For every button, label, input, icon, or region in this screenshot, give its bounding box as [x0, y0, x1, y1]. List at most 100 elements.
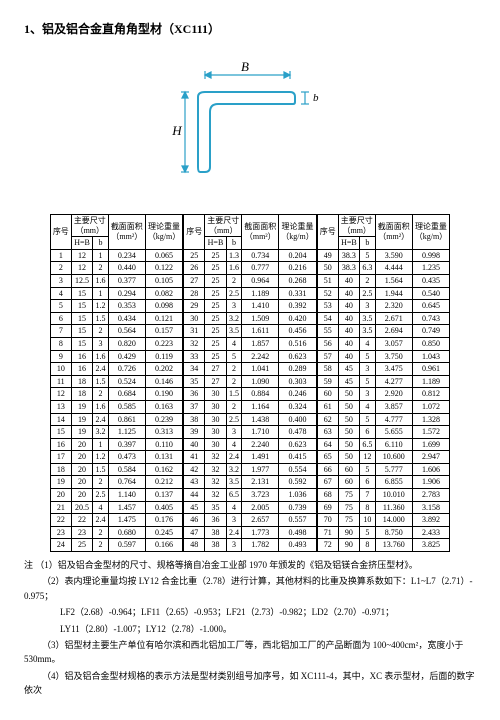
cell: 3.057 — [375, 337, 412, 350]
cell: 16 — [71, 363, 92, 376]
cell: 1.6 — [226, 262, 242, 275]
cell: 10.600 — [375, 451, 412, 464]
cell: 90 — [338, 526, 359, 539]
cell: 12 — [360, 451, 376, 464]
cell: 0.420 — [279, 312, 317, 325]
cell: 3.2 — [226, 463, 242, 476]
cell: 46 — [183, 514, 205, 527]
cell: 63 — [317, 426, 339, 439]
cell: 67 — [317, 476, 339, 489]
cell: 0.557 — [279, 514, 317, 527]
cell: 44 — [183, 489, 205, 502]
cell: 1 — [93, 287, 109, 300]
cell: 2 — [226, 363, 242, 376]
cell: 1.5 — [93, 312, 109, 325]
cell: 1.3 — [226, 249, 242, 262]
cell: 0.216 — [279, 262, 317, 275]
cell: 4 — [50, 287, 71, 300]
cell: 11 — [50, 375, 71, 388]
cell: 14.000 — [375, 514, 412, 527]
cell: 1.438 — [242, 413, 279, 426]
cell: 0.478 — [279, 426, 317, 439]
cell: 37 — [183, 400, 205, 413]
cell: 0.324 — [279, 400, 317, 413]
cell: 1.6 — [93, 274, 109, 287]
cell: 38.3 — [338, 262, 359, 275]
cell: 38 — [183, 413, 205, 426]
cell: 12 — [50, 388, 71, 401]
cell: 75 — [338, 501, 359, 514]
cell: 1.2 — [93, 300, 109, 313]
cell: 0.137 — [145, 489, 183, 502]
cell: 5.655 — [375, 426, 412, 439]
cell: 36 — [205, 514, 226, 527]
cell: 0.397 — [108, 438, 145, 451]
cell: 35 — [183, 375, 205, 388]
cell: 10 — [360, 514, 376, 527]
cell: 1.606 — [412, 463, 449, 476]
cell: 12.5 — [71, 274, 92, 287]
cell: 28 — [183, 287, 205, 300]
cell: 3.5 — [226, 325, 242, 338]
cell: 43 — [183, 476, 205, 489]
cell: 8 — [50, 337, 71, 350]
cell: 1.328 — [412, 413, 449, 426]
cell: 1.125 — [108, 426, 145, 439]
cell: 7 — [50, 325, 71, 338]
cell: 0.584 — [108, 463, 145, 476]
cell: 25 — [205, 312, 226, 325]
col-seq: 序号 — [183, 215, 205, 250]
table-row: 14192.40.8610.23938302.51.4380.400625054… — [50, 413, 449, 426]
cell: 23 — [50, 526, 71, 539]
cell: 2.671 — [375, 312, 412, 325]
cell: 45 — [338, 375, 359, 388]
cell: 72 — [317, 539, 339, 552]
cell: 35 — [205, 501, 226, 514]
spec-table: 序号 主要尺寸（mm） 截面面积（mm²） 理论重量（kg/m） 序号 主要尺寸… — [50, 214, 450, 552]
cell: 25 — [205, 249, 226, 262]
cell: 24 — [50, 539, 71, 552]
cell: 30 — [205, 438, 226, 451]
cell: 0.163 — [145, 400, 183, 413]
cell: 70 — [317, 514, 339, 527]
cell: 0.377 — [108, 274, 145, 287]
cell: 4 — [360, 337, 376, 350]
cell: 75 — [338, 514, 359, 527]
table-row: 2120.541.4570.405453542.0050.7396975811.… — [50, 501, 449, 514]
table-row: 10162.40.7260.202342721.0410.289584533.4… — [50, 363, 449, 376]
cell: 40 — [338, 337, 359, 350]
cell: 31 — [183, 325, 205, 338]
cell: 48 — [183, 539, 205, 552]
cell: 0.493 — [279, 539, 317, 552]
cell: 58 — [317, 363, 339, 376]
cell: 5 — [360, 249, 376, 262]
cell: 0.202 — [145, 363, 183, 376]
cell: 25 — [71, 539, 92, 552]
cell: 5 — [360, 375, 376, 388]
cell: 25 — [205, 300, 226, 313]
cell: 2.5 — [93, 489, 109, 502]
page-title: 1、铝及铝合金直角角型材（XC111） — [24, 20, 476, 37]
cell: 5.777 — [375, 463, 412, 476]
cell: 40 — [338, 312, 359, 325]
cell: 5 — [360, 350, 376, 363]
cell: 6 — [360, 426, 376, 439]
cell: 61 — [317, 400, 339, 413]
cell: 0.245 — [145, 526, 183, 539]
cell: 6.110 — [375, 438, 412, 451]
cell: 45 — [183, 501, 205, 514]
cell: 2.005 — [242, 501, 279, 514]
cell: 15 — [71, 325, 92, 338]
cell: 1.773 — [242, 526, 279, 539]
cell: 2.131 — [242, 476, 279, 489]
cell: 1.509 — [242, 312, 279, 325]
cell: 55 — [317, 325, 339, 338]
cell: 1.572 — [412, 426, 449, 439]
cell: 3.750 — [375, 350, 412, 363]
table-row: 5151.20.3530.098292531.4100.392534032.32… — [50, 300, 449, 313]
cell: 3.475 — [375, 363, 412, 376]
cell: 50 — [338, 426, 359, 439]
cell: 19 — [50, 476, 71, 489]
cell: 50 — [338, 438, 359, 451]
cell: 8.750 — [375, 526, 412, 539]
